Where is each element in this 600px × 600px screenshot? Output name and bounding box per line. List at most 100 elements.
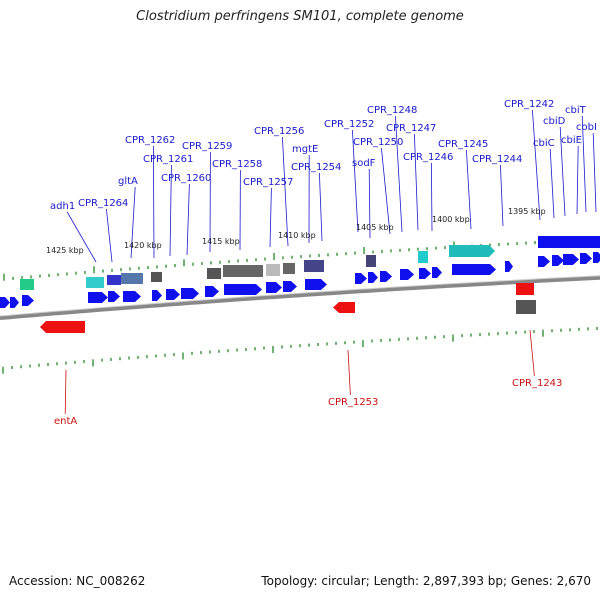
gene-block: [304, 260, 324, 272]
gene-label-forward: cbiC: [533, 138, 555, 149]
gene-label-forward: CPR_1259: [182, 141, 232, 152]
reverse-gene-arrow: [40, 321, 85, 333]
scale-label: 1410 kbp: [278, 231, 316, 240]
gene-label-forward: gltA: [118, 176, 138, 187]
leader-line: [152, 145, 155, 259]
forward-gene-arrow: [432, 267, 442, 278]
outer-tick-ring: [3, 236, 599, 281]
leader-line: [64, 369, 67, 415]
gene-label-reverse: entA: [54, 416, 77, 427]
gene-block: [516, 300, 536, 314]
gene-label-forward: CPR_1242: [504, 99, 554, 110]
leader-line: [549, 148, 555, 219]
inner-tick-ring: [2, 326, 598, 374]
forward-gene-arrow: [0, 297, 10, 308]
leader-line: [592, 132, 597, 213]
reverse-gene-arrow: [333, 302, 355, 313]
gene-label-forward: CPR_1246: [403, 152, 453, 163]
gene-label-forward: CPR_1258: [212, 159, 262, 170]
accession-text: Accession: NC_008262: [9, 574, 146, 588]
scale-label: 1415 kbp: [202, 237, 240, 246]
leader-line: [500, 164, 504, 227]
leader-line: [352, 129, 359, 233]
scale-labels: 1425 kbp 1420 kbp 1415 kbp 1410 kbp 1405 kbp…: [46, 207, 546, 255]
genome-backbone: [0, 275, 600, 320]
leader-line: [414, 133, 419, 231]
genome-stats-text: Topology: circular; Length: 2,897,393 bp…: [261, 574, 591, 588]
gene-label-forward: CPR_1244: [472, 154, 522, 165]
gene-block: [366, 255, 376, 267]
leader-line: [169, 164, 172, 257]
leader-line: [66, 211, 97, 263]
gene-block: [121, 273, 143, 284]
forward-gene-arrow: [368, 272, 378, 283]
forward-gene-arrow: [224, 284, 262, 295]
gene-label-forward: CPR_1260: [161, 173, 211, 184]
leader-line: [106, 208, 113, 263]
gene-label-forward: CPR_1248: [367, 105, 417, 116]
reverse-gene-block: [516, 283, 534, 295]
leader-line: [559, 126, 566, 217]
label-leader-lines: [64, 109, 597, 415]
backbone-highlight: [0, 275, 600, 317]
leader-line: [282, 136, 289, 247]
gene-label-forward: cbiE: [561, 135, 582, 146]
leader-line: [368, 168, 371, 239]
forward-gene-arrow: [108, 291, 120, 302]
leader-line: [186, 183, 190, 256]
forward-gene-arrow: [538, 256, 550, 267]
gene-label-forward: cobI: [576, 122, 597, 133]
leader-line: [576, 145, 579, 215]
forward-gene-arrow: [283, 281, 297, 292]
gene-block: [151, 272, 162, 282]
forward-gene-arrow: [10, 297, 19, 308]
gene-label-forward: CPR_1262: [125, 135, 175, 146]
gene-label-forward: CPR_1254: [291, 162, 341, 173]
gene-block: [20, 279, 34, 290]
gene-label-forward: CPR_1264: [78, 198, 128, 209]
gene-label-reverse: CPR_1253: [328, 397, 378, 408]
forward-gene-arrow: [380, 271, 392, 282]
scale-label: 1405 kbp: [356, 223, 394, 232]
leader-line: [319, 172, 323, 242]
forward-gene-arrow: [305, 279, 327, 290]
forward-gene-arrow: [580, 253, 592, 264]
gene-block: [86, 277, 104, 288]
gene-label-forward: CPR_1247: [386, 123, 436, 134]
forward-gene-arrow: [400, 269, 414, 280]
backbone-line: [0, 275, 600, 320]
forward-gene-arrow: [22, 295, 34, 306]
forward-gene-arrow: [152, 290, 162, 301]
gene-label-forward: CPR_1256: [254, 126, 304, 137]
forward-gene-arrow: [123, 291, 141, 302]
gene-block: [107, 275, 121, 285]
gene-label-forward: CPR_1245: [438, 139, 488, 150]
gene-features: [0, 236, 600, 333]
leader-line: [581, 115, 587, 213]
gene-label-reverse: CPR_1243: [512, 378, 562, 389]
gene-label-forward: sodF: [352, 158, 376, 169]
forward-gene-arrow: [181, 288, 199, 299]
forward-gene-arrow: [452, 264, 496, 275]
leader-line: [431, 162, 433, 232]
forward-gene-arrow: [505, 261, 513, 272]
gene-label-forward: CPR_1252: [324, 119, 374, 130]
leader-line: [466, 149, 472, 230]
gene-label-forward: mgtE: [292, 144, 318, 155]
gene-label-forward: cbiD: [543, 116, 566, 127]
leader-line: [130, 186, 136, 259]
forward-gene-arrow: [593, 252, 600, 263]
leader-line: [532, 109, 541, 221]
forward-gene-arrow: [205, 286, 219, 297]
gene-labels: adh1 CPR_1264 gltA CPR_1262 CPR_1261 CPR_1260…: [50, 99, 597, 427]
forward-gene-arrow: [449, 245, 495, 257]
gene-label-forward: adh1: [50, 201, 75, 212]
gene-block: [223, 265, 263, 277]
scale-label: 1420 kbp: [124, 241, 162, 250]
leader-line: [347, 349, 351, 396]
gene-block: [283, 263, 295, 274]
gene-label-forward: CPR_1257: [243, 177, 293, 188]
gene-block: [266, 264, 280, 276]
forward-gene-arrow: [166, 289, 180, 300]
